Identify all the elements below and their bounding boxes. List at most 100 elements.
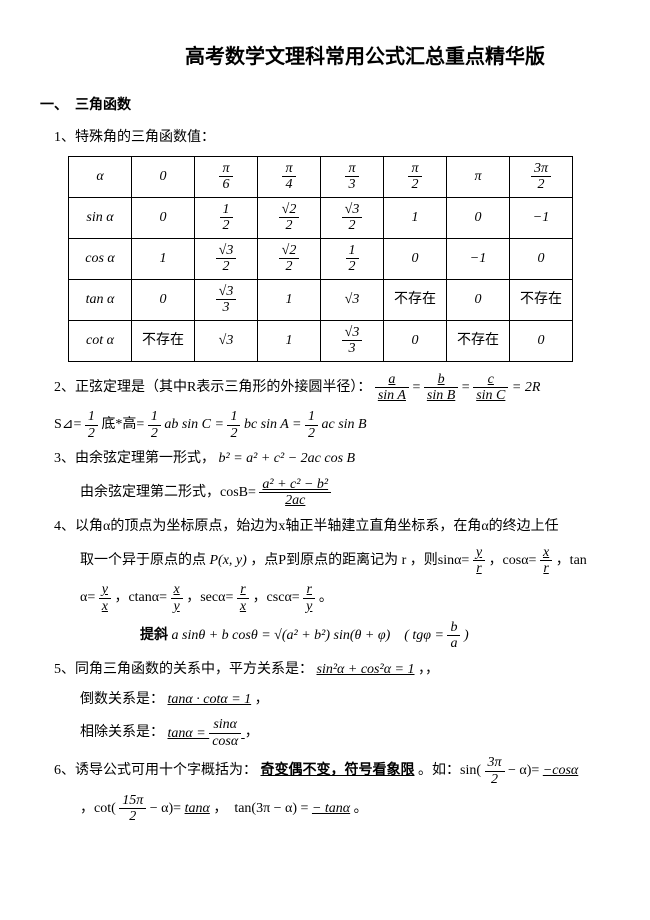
cell: π2 (384, 156, 447, 197)
den: 2 (148, 426, 161, 441)
cell: tan α (69, 279, 132, 320)
tixie: 提斜 a sinθ + b cosθ = √(a² + b²) sin(θ + … (140, 620, 650, 652)
den: x (99, 599, 111, 614)
num: y (473, 545, 485, 561)
text: tanα = (168, 726, 210, 741)
text: ab sin C = (164, 417, 224, 432)
cell: 0 (132, 197, 195, 238)
num: c (473, 372, 508, 388)
cell: √33 (321, 320, 384, 361)
item-3a: 3、由余弦定理第一形式， b² = a² + c² − 2ac cos B (54, 447, 650, 471)
cell: −1 (510, 197, 573, 238)
label: 提斜 (140, 628, 168, 643)
cell: α (69, 156, 132, 197)
text: 6、诱导公式可用十个字概括为： (54, 763, 257, 778)
formula: tanα · cotα = 1 (168, 692, 252, 707)
den: 2ac (259, 493, 331, 508)
den: x (237, 599, 249, 614)
num: a² + c² − b² (259, 477, 331, 493)
den: y (171, 599, 183, 614)
cell: 0 (447, 197, 510, 238)
text: − α)= (508, 763, 539, 778)
cell: √3 (321, 279, 384, 320)
formula: a sinθ + b cosθ = √(a² + b²) sin(θ + φ) … (172, 628, 448, 643)
text: ，， (418, 662, 439, 677)
cell: √22 (258, 197, 321, 238)
item-6b: ，cot( 15π2 − α)= tanα ， tan(3π − α) = − … (80, 793, 650, 825)
cell: 0 (384, 320, 447, 361)
den: r (540, 561, 552, 576)
cell: √33 (195, 279, 258, 320)
cell: 12 (321, 238, 384, 279)
cell: 不存在 (510, 279, 573, 320)
text: ，cot( (80, 801, 116, 816)
text: ，cscα= (253, 590, 300, 605)
text: 3、由余弦定理第一形式， (54, 451, 215, 466)
cell: π6 (195, 156, 258, 197)
text: S⊿= (54, 417, 81, 432)
formula: sin²α + cos²α = 1 (317, 662, 415, 677)
cell: 0 (132, 156, 195, 197)
text: 底*高= (101, 417, 144, 432)
text: bc sin A = (244, 417, 302, 432)
text: 相除关系是： (80, 726, 164, 741)
num: sinα (209, 717, 241, 733)
cell: 不存在 (132, 320, 195, 361)
num: 15π (119, 793, 146, 809)
cell: π4 (258, 156, 321, 197)
text: 2、正弦定理是（其中R表示三角形的外接圆半径）： (54, 380, 371, 395)
cell: 1 (258, 279, 321, 320)
den: sin C (473, 388, 508, 403)
text: ，secα= (186, 590, 233, 605)
cell: cot α (69, 320, 132, 361)
num: x (540, 545, 552, 561)
text: 5、同角三角函数的关系中，平方关系是： (54, 662, 313, 677)
text: ，点P到原点的距离记为 r ，则sinα= (250, 553, 469, 568)
text: − α)= (150, 801, 181, 816)
cell: 1 (258, 320, 321, 361)
den: a (447, 636, 460, 651)
formula: − tanα (312, 801, 350, 816)
reciprocal: 倒数关系是： tanα · cotα = 1 ， (80, 688, 650, 712)
formula: b² = a² + c² − 2ac cos B (219, 451, 356, 466)
cell: 0 (384, 238, 447, 279)
den: 2 (485, 772, 505, 787)
item-1-label: 1、特殊角的三角函数值： (54, 126, 650, 150)
num: 1 (305, 409, 318, 425)
den: sin A (375, 388, 409, 403)
num: r (237, 582, 249, 598)
cell: √3 (195, 320, 258, 361)
num: r (303, 582, 315, 598)
item-3b: 由余弦定理第二形式，cosB= a² + c² − b²2ac (80, 477, 650, 509)
text: ，cosα= (489, 553, 537, 568)
cell: 3π2 (510, 156, 573, 197)
cell: 0 (510, 320, 573, 361)
text: 由余弦定理第二形式，cosB= (80, 485, 256, 500)
item-4-line2: 取一个异于原点的点 P(x, y) ，点P到原点的距离记为 r ，则sinα= … (80, 545, 650, 577)
den: 2 (227, 426, 240, 441)
cell: 不存在 (447, 320, 510, 361)
cell: 1 (132, 238, 195, 279)
text: ac sin B (322, 417, 367, 432)
cell: 1 (384, 197, 447, 238)
text: ， (245, 726, 259, 741)
den: sin B (424, 388, 458, 403)
cell: 0 (132, 279, 195, 320)
text: = 2R (512, 380, 541, 395)
text: ， tan(3π − α) = (213, 801, 312, 816)
item-6: 6、诱导公式可用十个字概括为： 奇变偶不变，符号看象限 。如：sin( 3π2 … (54, 755, 650, 787)
den: cosα (209, 734, 241, 749)
num: x (171, 582, 183, 598)
key-phrase: 奇变偶不变，符号看象限 (261, 763, 415, 778)
text: 。 (354, 801, 368, 816)
text: 倒数关系是： (80, 692, 164, 707)
item-4-line1: 4、以角α的顶点为坐标原点，始边为x轴正半轴建立直角坐标系，在角α的终边上任 (54, 515, 650, 539)
num: b (447, 620, 460, 636)
cell: √32 (321, 197, 384, 238)
text: ) (464, 628, 469, 643)
text: ，tan (556, 553, 587, 568)
den: y (303, 599, 315, 614)
num: 1 (227, 409, 240, 425)
cell: cos α (69, 238, 132, 279)
formula: −cosα (543, 763, 578, 778)
